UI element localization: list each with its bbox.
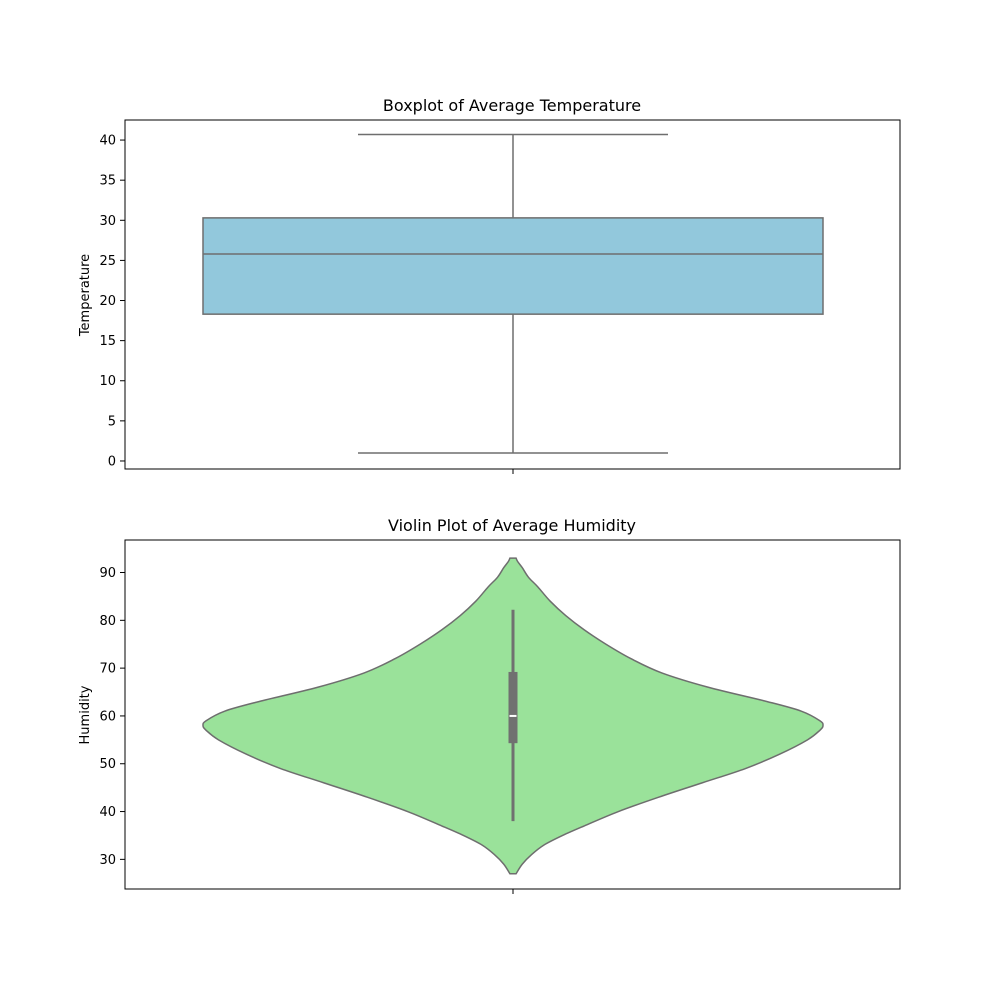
boxplot-panel: Boxplot of Average Temperature Temperatu… [78,96,901,474]
boxplot-marks [202,133,824,454]
iqr-box [202,217,824,315]
boxplot-y-tick-label: 40 [99,134,116,149]
violin-y-axis-label: Humidity [78,685,93,744]
boxplot-y-tick-label: 30 [99,214,116,229]
boxplot-y-tick-label: 20 [99,294,116,309]
violin-title: Violin Plot of Average Humidity [388,516,636,535]
violin-y-tick-label: 70 [99,662,116,677]
violin-marks [202,557,824,875]
boxplot-y-tick-label: 10 [99,374,116,389]
violin-y-tick-label: 90 [99,566,116,581]
violin-y-tick-label: 30 [99,853,116,868]
violin-y-tick-label: 80 [99,614,116,629]
violin-y-tick-label: 50 [99,757,116,772]
boxplot-y-tick-label: 0 [108,454,116,469]
boxplot-title: Boxplot of Average Temperature [383,96,641,115]
boxplot-y-tick-label: 35 [99,174,116,189]
boxplot-y-axis-label: Temperature [78,254,93,337]
boxplot-y-tick-label: 5 [108,414,116,429]
violin-inner-box [508,671,518,744]
boxplot-y-tick-label: 15 [99,334,116,349]
violin-y-tick-label: 40 [99,805,116,820]
boxplot-y-tick-label: 25 [99,254,116,269]
boxplot-y-ticks: 0 5 10 15 20 25 30 35 40 [99,134,125,469]
violin-y-ticks: 30 40 50 60 70 80 90 [99,566,125,868]
violin-panel: Violin Plot of Average Humidity Humidity… [78,516,901,894]
violin-y-tick-label: 60 [99,709,116,724]
